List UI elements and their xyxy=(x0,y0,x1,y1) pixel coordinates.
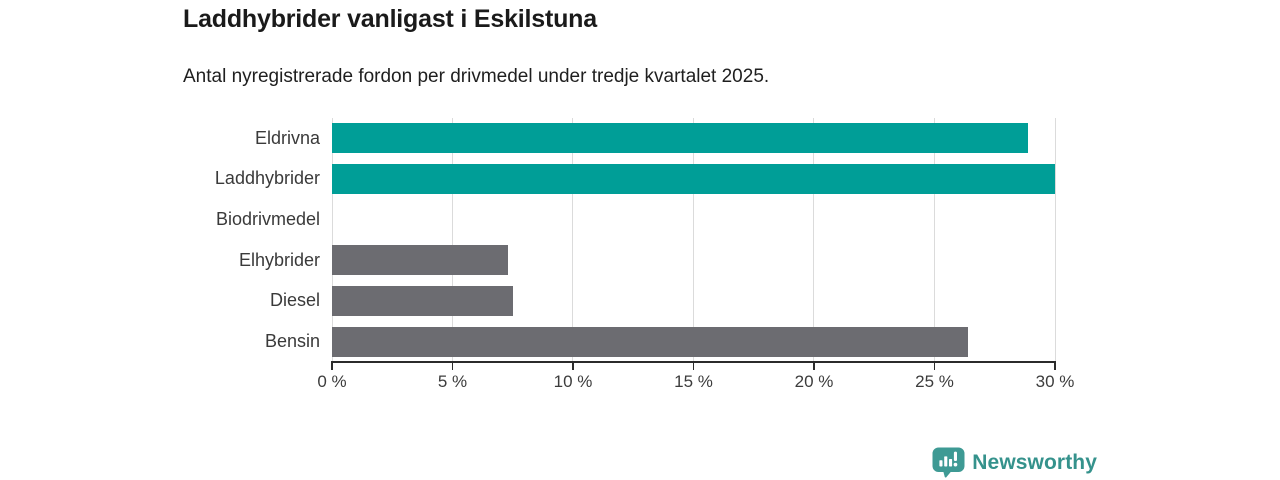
bar-bensin xyxy=(332,326,969,357)
x-axis-tick xyxy=(933,361,936,370)
gridline xyxy=(693,118,694,362)
bar-elhybrider xyxy=(332,245,508,276)
category-label: Biodrivmedel xyxy=(215,209,320,230)
gridline xyxy=(572,118,574,362)
page-subtitle: Antal nyregistrerade fordon per drivmede… xyxy=(183,66,770,87)
x-axis-tick xyxy=(1054,361,1056,370)
category-label: Bensin xyxy=(264,331,320,352)
bar-row xyxy=(332,118,1055,159)
x-axis-tick-label: 0 % xyxy=(317,372,347,391)
x-axis-tick xyxy=(572,361,574,370)
category-label: Elhybrider xyxy=(238,249,320,270)
x-axis-tick-label: 15 % xyxy=(674,372,713,391)
page-title: Laddhybrider vanligast i Eskilstuna xyxy=(183,5,597,33)
bar-diesel xyxy=(332,285,513,316)
newsworthy-logo: Newsworthy xyxy=(932,447,1097,478)
category-label: Laddhybrider xyxy=(214,168,320,189)
x-axis-tick xyxy=(692,361,695,370)
brand-name: Newsworthy xyxy=(972,450,1097,474)
x-axis-tick xyxy=(331,361,333,370)
x-axis-tick-label: 20 % xyxy=(794,372,834,391)
category-label: Eldrivna xyxy=(254,127,320,148)
gridline xyxy=(934,118,935,362)
bar-row xyxy=(332,321,1055,362)
x-axis-tick xyxy=(813,361,815,370)
x-axis-tick xyxy=(451,361,454,370)
gridline xyxy=(813,118,815,362)
bar-row xyxy=(332,240,1055,281)
category-label: Diesel xyxy=(269,290,320,311)
bar-chart-pin-icon xyxy=(932,447,965,478)
x-axis-tick-label: 25 % xyxy=(915,372,954,391)
gridline xyxy=(451,118,453,362)
bar-row xyxy=(332,281,1055,322)
x-axis-tick-label: 5 % xyxy=(437,372,468,391)
bar-row xyxy=(332,159,1055,200)
gridline xyxy=(331,118,333,362)
bar-laddhybrider xyxy=(332,163,1055,194)
plot-area xyxy=(331,118,1056,362)
x-axis-tick-label: 10 % xyxy=(553,372,593,391)
category-labels: Eldrivna Laddhybrider Biodrivmedel Elhybrid… xyxy=(0,118,320,362)
gridline xyxy=(1054,118,1056,362)
bar-row xyxy=(332,199,1055,240)
x-axis-tick-label: 30 % xyxy=(1035,372,1075,391)
bar-eldrivna xyxy=(332,123,1029,154)
